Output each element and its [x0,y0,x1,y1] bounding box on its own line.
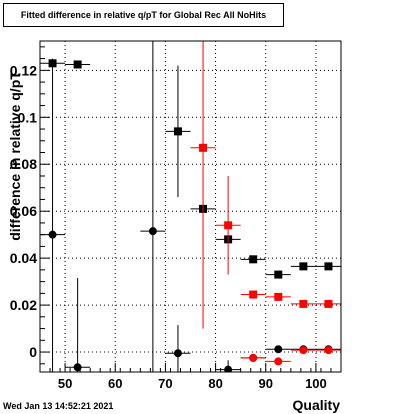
data-point-circle [48,230,57,239]
data-point-circle [324,346,333,355]
data-point-square [249,290,258,299]
y-tick-label: 0.02 [10,297,37,313]
data-point-circle [73,363,82,372]
data-point-square [324,262,333,271]
y-tick-label: 0.1 [18,109,38,125]
data-point-circle [274,357,283,366]
data-point-square [249,255,258,264]
data-point-circle [299,346,308,355]
data-point-square [299,299,308,308]
data-point-circle [249,353,258,362]
data-point-square [274,270,283,279]
x-axis-label: Quality [292,397,340,413]
x-tick-label: 90 [259,376,273,391]
data-points [40,41,341,390]
data-point-square [274,292,283,301]
axes: 50 60 70 80 90 100 0 0.02 0.04 0.06 0.08 0.1 0.12 [10,46,342,391]
y-tick-label: 0 [29,344,37,360]
x-tick-label: 100 [305,376,327,391]
data-point-circle [224,365,233,372]
y-tick-label: 0.12 [10,62,37,78]
data-point-circle [224,382,232,390]
data-point-circle [199,373,207,381]
y-tick-label: 0.08 [10,156,37,172]
data-point-circle [173,349,182,358]
data-point-square [199,143,208,152]
x-tick-label: 50 [58,376,72,391]
data-point-square [324,299,333,308]
data-point-square [73,60,82,69]
data-point-square [299,262,308,271]
chart-title: Fitted difference in relative q/pT for G… [3,3,284,27]
y-tick-label: 0.06 [10,203,37,219]
x-tick-label: 60 [108,376,122,391]
y-axis-label: difference in relative q/pT [7,71,23,241]
data-point-circle [148,227,157,236]
x-tick-label: 70 [158,376,172,391]
y-tick-label: 0.04 [10,250,37,266]
data-point-square [224,221,233,230]
x-tick-label: 80 [208,376,222,391]
data-point-square [173,127,182,136]
timestamp: Wed Jan 13 14:52:21 2021 [3,401,114,411]
data-point-circle [274,345,283,354]
plot-background [40,41,341,372]
